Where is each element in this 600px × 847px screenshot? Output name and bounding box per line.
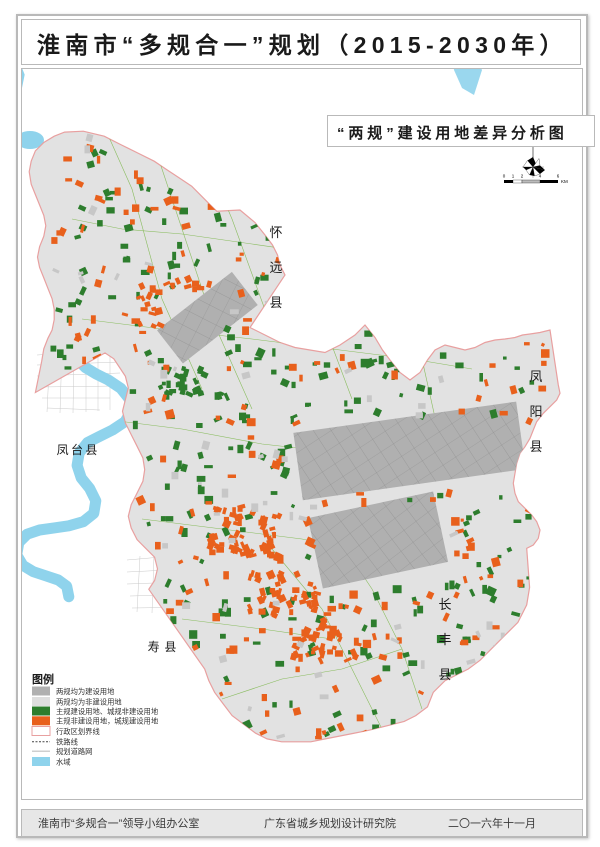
svg-text:丰: 丰 xyxy=(438,632,451,647)
svg-text:两规均为建设用地: 两规均为建设用地 xyxy=(56,687,115,696)
svg-text:长: 长 xyxy=(438,597,451,612)
svg-text:远: 远 xyxy=(269,260,282,275)
svg-text:规划道路网: 规划道路网 xyxy=(56,747,92,756)
svg-text:县: 县 xyxy=(438,667,451,682)
svg-text:铁路线: 铁路线 xyxy=(56,738,79,747)
svg-text:图例: 图例 xyxy=(32,672,54,686)
svg-text:主规非建设用地，城规建设用地: 主规非建设用地，城规建设用地 xyxy=(56,717,159,726)
svg-text:寿 县: 寿 县 xyxy=(148,640,177,654)
svg-text:县: 县 xyxy=(269,295,282,310)
svg-text:凤 台 县: 凤 台 县 xyxy=(57,442,98,457)
svg-text:行政区划界线: 行政区划界线 xyxy=(56,727,100,736)
svg-text:水域: 水域 xyxy=(56,758,71,767)
svg-text:KM: KM xyxy=(561,179,568,184)
svg-text:阳: 阳 xyxy=(529,404,542,419)
svg-text:县: 县 xyxy=(529,439,542,454)
svg-text:两规均为非建设用地: 两规均为非建设用地 xyxy=(56,697,122,706)
svg-text:怀: 怀 xyxy=(269,225,282,240)
svg-text:主规建设用地、城规非建设用地: 主规建设用地、城规非建设用地 xyxy=(56,707,159,716)
svg-text:凤: 凤 xyxy=(529,369,542,384)
